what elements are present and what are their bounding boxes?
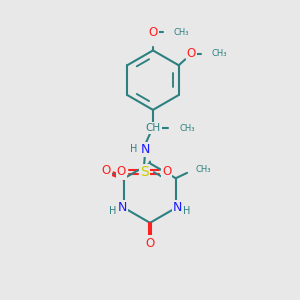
Text: CH₃: CH₃ — [196, 165, 212, 174]
Text: O: O — [162, 166, 171, 178]
Text: CH₃: CH₃ — [179, 124, 195, 133]
Text: H: H — [109, 206, 117, 216]
Text: N: N — [173, 202, 182, 214]
Text: H: H — [183, 206, 191, 216]
Text: CH₃: CH₃ — [212, 50, 227, 58]
Text: O: O — [148, 26, 158, 38]
Text: O: O — [187, 47, 196, 61]
Text: N: N — [118, 202, 127, 214]
Text: H: H — [130, 144, 138, 154]
Text: O: O — [117, 166, 126, 178]
Text: CH: CH — [146, 123, 160, 133]
Text: CH₃: CH₃ — [173, 28, 189, 37]
Text: N: N — [141, 143, 151, 156]
Text: S: S — [140, 165, 148, 179]
Text: O: O — [146, 236, 154, 250]
Text: O: O — [102, 164, 111, 177]
